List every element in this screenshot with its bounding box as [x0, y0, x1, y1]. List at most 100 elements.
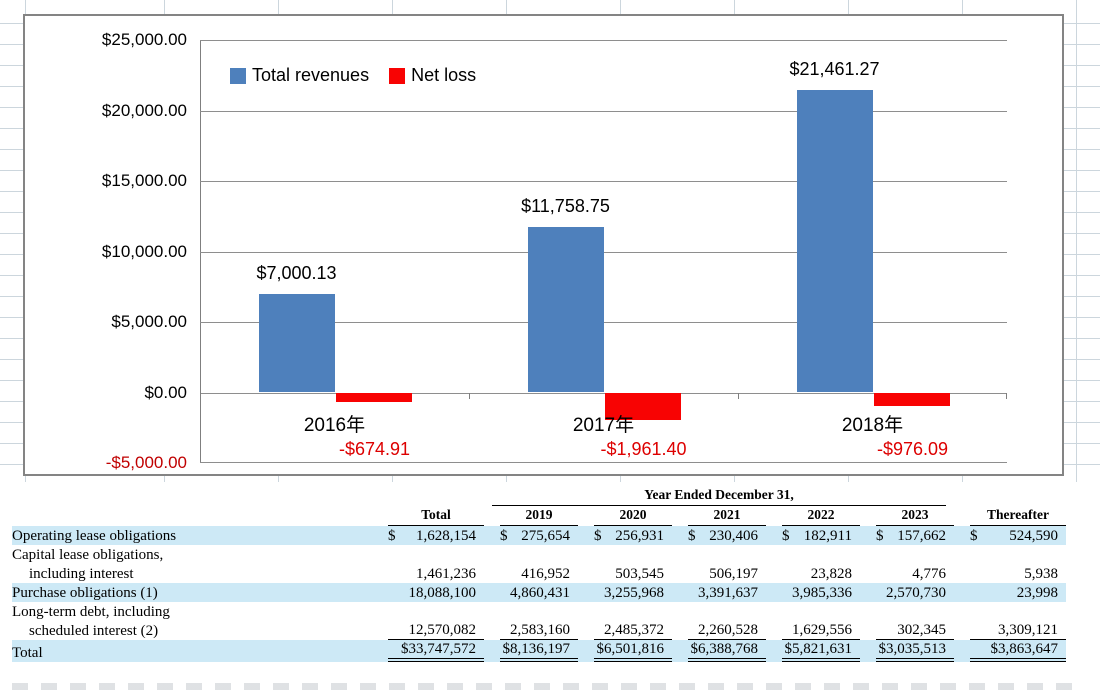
- table-cell: [860, 602, 954, 621]
- table-cell: $33,747,572: [372, 640, 484, 662]
- table-cell: including interest: [29, 566, 134, 582]
- net-loss-value-label: -$674.91: [338, 438, 411, 459]
- legend-swatch-red-icon: [389, 67, 406, 84]
- table-cell: 506,197: [709, 566, 758, 582]
- table-cell: 23,828: [810, 566, 852, 582]
- plot-area: $7,000.13 2016年 -$674.91 $11,758.75 2017年 -$1…: [200, 40, 1007, 463]
- table-cell: 2022: [766, 506, 860, 526]
- table-cell: 2020: [578, 506, 672, 526]
- table-cell: $6,388,768: [672, 640, 766, 662]
- group-header-label: Year Ended December 31,: [492, 486, 947, 506]
- gridline: [200, 392, 1007, 394]
- table-cell: $256,931: [578, 526, 672, 545]
- table-cell: [766, 545, 860, 564]
- table-column-header-row: Total 2019 2020 2021 2022 2023 Thereafter: [12, 506, 1067, 526]
- bar-total-revenues-2018年[interactable]: [796, 89, 873, 393]
- gridline: [200, 322, 1007, 323]
- table-cell: scheduled interest (2): [29, 623, 159, 639]
- bar-net-loss-2018年[interactable]: [873, 392, 950, 407]
- table-cell: Total: [12, 640, 372, 662]
- table-row: Operating lease obligations $1,628,154 $27…: [12, 526, 1067, 545]
- legend-item-total-revenues[interactable]: Total revenues: [230, 65, 369, 86]
- column-header-label: Total: [388, 506, 484, 526]
- table-cell: 2,583,160: [484, 621, 578, 640]
- table-cell: 2,570,730: [860, 583, 955, 602]
- column-header-label: Thereafter: [970, 506, 1067, 526]
- gridline: [200, 251, 1007, 253]
- revenue-value-label: $11,758.75: [521, 195, 610, 216]
- table-cell: 3,255,968: [578, 583, 672, 602]
- table-cell: 18,088,100: [372, 583, 484, 602]
- table-cell: $275,654: [484, 526, 578, 545]
- table-cell: [12, 486, 372, 506]
- table-cell: 503,545: [615, 566, 664, 582]
- table-cell: Thereafter: [954, 506, 1067, 526]
- table-cell: 2,260,528: [672, 621, 766, 640]
- table-cell: $6,501,816: [578, 640, 672, 662]
- table-cell: 2021: [672, 506, 766, 526]
- table-cell: 12,570,082: [372, 621, 484, 640]
- y-axis-tick-label: $20,000.00: [101, 100, 187, 120]
- table-cell: $5,821,631: [766, 640, 860, 662]
- y-axis-tick-label: -$5,000.00: [105, 453, 187, 472]
- table-cell: Operating lease obligations: [12, 526, 372, 545]
- table-row: scheduled interest (2) 12,570,082 2,583,16…: [12, 621, 1067, 640]
- table-cell: $230,406: [672, 526, 766, 545]
- bar-total-revenues-2017年[interactable]: [527, 226, 604, 393]
- table-cell: [484, 545, 578, 564]
- table-cell: 2019: [484, 506, 578, 526]
- bar-net-loss-2016年[interactable]: [335, 392, 412, 403]
- bar-total-revenues-2016年[interactable]: [258, 293, 335, 393]
- category-axis-tick: [738, 392, 739, 399]
- cutoff-footnote-strip: [12, 683, 1080, 690]
- table-cell: Year Ended December 31,: [484, 486, 954, 506]
- table-cell: [578, 602, 672, 621]
- table-cell: 3,309,121: [954, 621, 1067, 640]
- column-header-label: 2021: [688, 506, 766, 526]
- table-row: including interest 1,461,236 416,952 503,54…: [12, 564, 1066, 583]
- table-cell: [766, 602, 860, 621]
- table-cell: 302,345: [860, 621, 955, 640]
- y-axis-tick-label: $25,000.00: [101, 30, 187, 49]
- gridline: [200, 110, 1007, 112]
- category-axis-tick: [1006, 392, 1007, 399]
- table-cell: 5,938: [1024, 566, 1059, 582]
- net-loss-value-label: -$976.09: [876, 438, 949, 459]
- table-cell: 4,860,431: [484, 583, 578, 602]
- table-cell: $524,590: [954, 526, 1067, 545]
- y-axis-tick-label: $0.00: [144, 382, 187, 402]
- table-cell: [372, 602, 484, 621]
- revenue-value-label: $21,461.27: [789, 58, 880, 79]
- table-cell: [12, 506, 372, 526]
- chart-legend[interactable]: Total revenues Net loss: [230, 65, 476, 86]
- table-cell: [578, 545, 672, 564]
- contractual-obligations-table: Year Ended December 31, Total 2019 2020 2021…: [12, 486, 1088, 662]
- table-cell: 3,985,336: [766, 583, 860, 602]
- table-cell: 3,391,637: [672, 583, 766, 602]
- table-cell: [672, 602, 766, 621]
- legend-label: Total revenues: [252, 65, 370, 85]
- bar-net-loss-2017年[interactable]: [604, 392, 681, 421]
- table-cell: [954, 602, 1066, 621]
- table-cell: $182,911: [766, 526, 860, 545]
- table-cell: Long-term debt, including: [12, 604, 170, 620]
- table-row: Purchase obligations (1) 18,088,100 4,860,…: [12, 583, 1067, 602]
- legend-swatch-blue-icon: [230, 67, 246, 84]
- net-loss-value-label: -$1,961.40: [600, 438, 687, 459]
- table-cell: $157,662: [860, 526, 955, 545]
- category-label: 2018年: [841, 414, 904, 436]
- table-row: Capital lease obligations,: [12, 545, 1066, 564]
- chart-object[interactable]: $25,000.00 $20,000.00 $15,000.00 $10,000.00…: [23, 14, 1064, 476]
- table-row: Long-term debt, including: [12, 602, 1066, 621]
- table-group-header-row: Year Ended December 31,: [12, 486, 1066, 506]
- table-cell: [484, 602, 578, 621]
- category-label: 2017年: [572, 414, 635, 436]
- legend-item-net-loss[interactable]: Net loss: [389, 65, 476, 86]
- gridline: [200, 181, 1007, 182]
- category-axis-tick: [200, 392, 201, 399]
- table-cell: [372, 486, 484, 506]
- table-cell: $1,628,154: [372, 526, 484, 545]
- revenue-value-label: $7,000.13: [256, 262, 337, 283]
- table-cell: 1,629,556: [766, 621, 860, 640]
